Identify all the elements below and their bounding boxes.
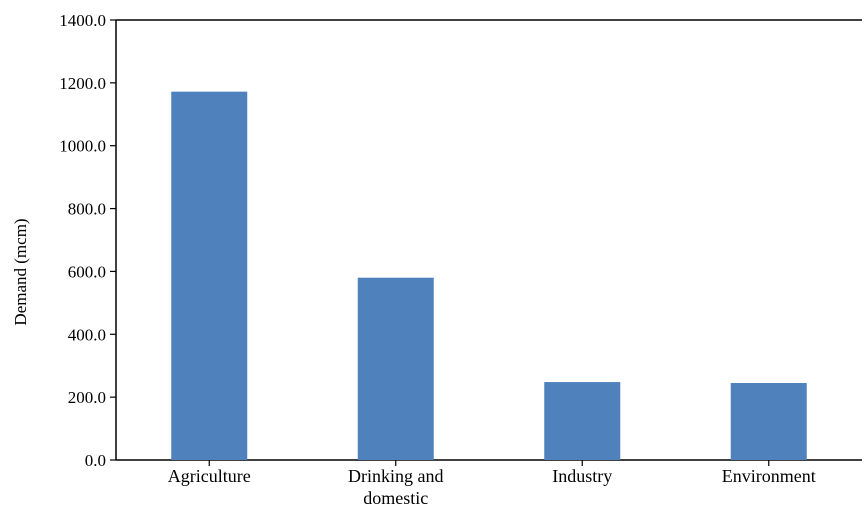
bar	[357, 277, 434, 460]
x-axis-labels: Agriculture Drinking and domestic Industry E…	[168, 460, 816, 508]
bar	[544, 382, 621, 460]
y-tick-label: 400.0	[68, 325, 106, 344]
y-tick-label: 1400.0	[59, 11, 106, 30]
y-tick-label: 600.0	[68, 262, 106, 281]
x-category-label: Environment	[722, 466, 816, 486]
bar	[171, 91, 248, 461]
y-tick-label: 1200.0	[59, 74, 106, 93]
x-category-label: Drinking and domestic	[348, 466, 443, 508]
y-tick-label: 800.0	[68, 200, 106, 219]
bars	[171, 91, 807, 461]
y-tick-label: 200.0	[68, 388, 106, 407]
y-axis-ticks: 0.0 200.0 400.0 600.0 800.0 1000.0 1200.0 1400.…	[59, 11, 116, 470]
x-category-label: Agriculture	[168, 466, 251, 486]
y-tick-label: 1000.0	[59, 137, 106, 156]
y-axis-title: Demand (mcm)	[11, 218, 30, 325]
y-tick-label: 0.0	[85, 451, 106, 470]
x-category-label: Industry	[552, 466, 612, 486]
bar	[730, 383, 807, 460]
